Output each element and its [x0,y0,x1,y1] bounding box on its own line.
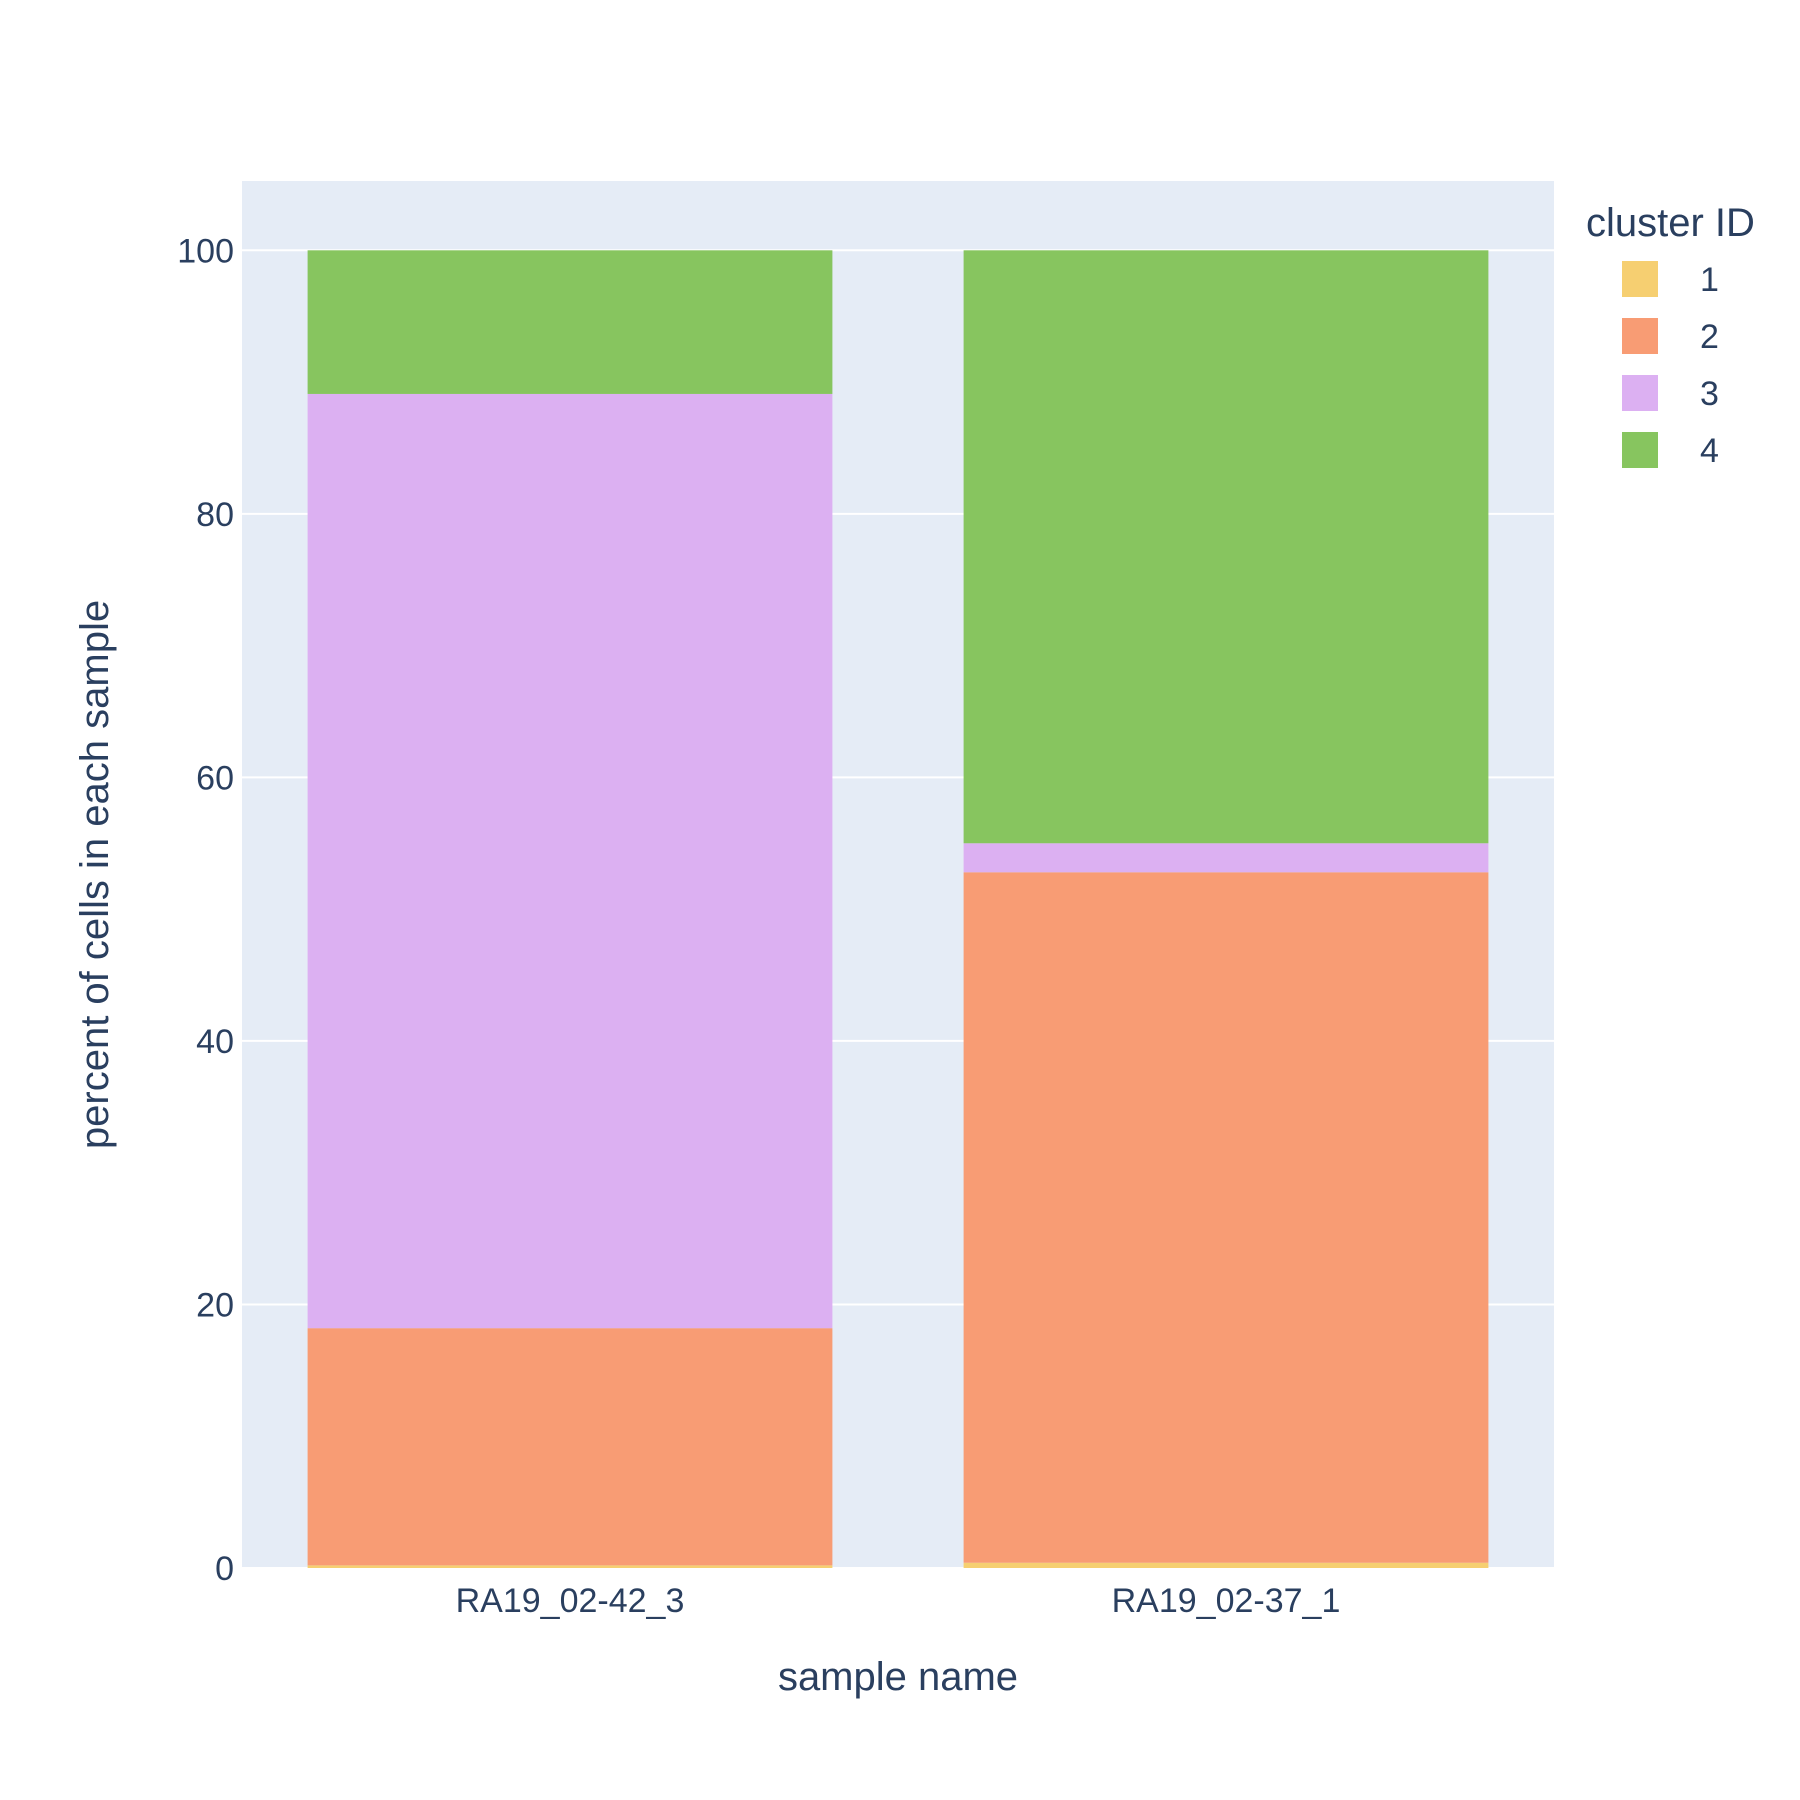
y-tick-label: 20 [196,1286,234,1324]
legend: cluster ID 1 2 3 4 [1586,201,1755,470]
legend-swatch-cluster-4[interactable] [1622,432,1658,468]
x-tick-label: RA19_02-37_1 [1112,1582,1341,1620]
bar-segment-cluster-1 [307,1565,833,1568]
bar-segment-cluster-2 [963,872,1489,1563]
y-axis-title: percent of cells in each sample [73,600,117,1149]
legend-label-cluster-3[interactable]: 3 [1700,375,1719,413]
bar-segment-cluster-2 [307,1328,833,1566]
y-tick-label: 80 [196,496,234,534]
bars [307,250,1489,1568]
legend-label-cluster-4[interactable]: 4 [1700,432,1719,470]
legend-title: cluster ID [1586,201,1755,245]
bar-segment-cluster-3 [307,393,833,1329]
legend-label-cluster-2[interactable]: 2 [1700,318,1719,356]
y-tick-label: 0 [215,1550,234,1588]
bar-segment-cluster-1 [963,1562,1489,1568]
legend-swatch-cluster-1[interactable] [1622,261,1658,297]
legend-label-cluster-1[interactable]: 1 [1700,261,1719,299]
y-axis-ticks: 0 20 40 60 80 100 [177,232,234,1588]
x-axis-ticks: RA19_02-42_3 RA19_02-37_1 [456,1582,1341,1620]
y-tick-label: 40 [196,1023,234,1061]
y-tick-label: 100 [177,232,234,270]
x-axis-title: sample name [778,1655,1018,1699]
y-tick-label: 60 [196,759,234,797]
legend-swatch-cluster-2[interactable] [1622,318,1658,354]
bar-segment-cluster-4 [307,250,833,394]
x-tick-label: RA19_02-42_3 [456,1582,685,1620]
bar-segment-cluster-3 [963,843,1489,873]
bar-segment-cluster-4 [963,250,1489,844]
legend-swatch-cluster-3[interactable] [1622,375,1658,411]
